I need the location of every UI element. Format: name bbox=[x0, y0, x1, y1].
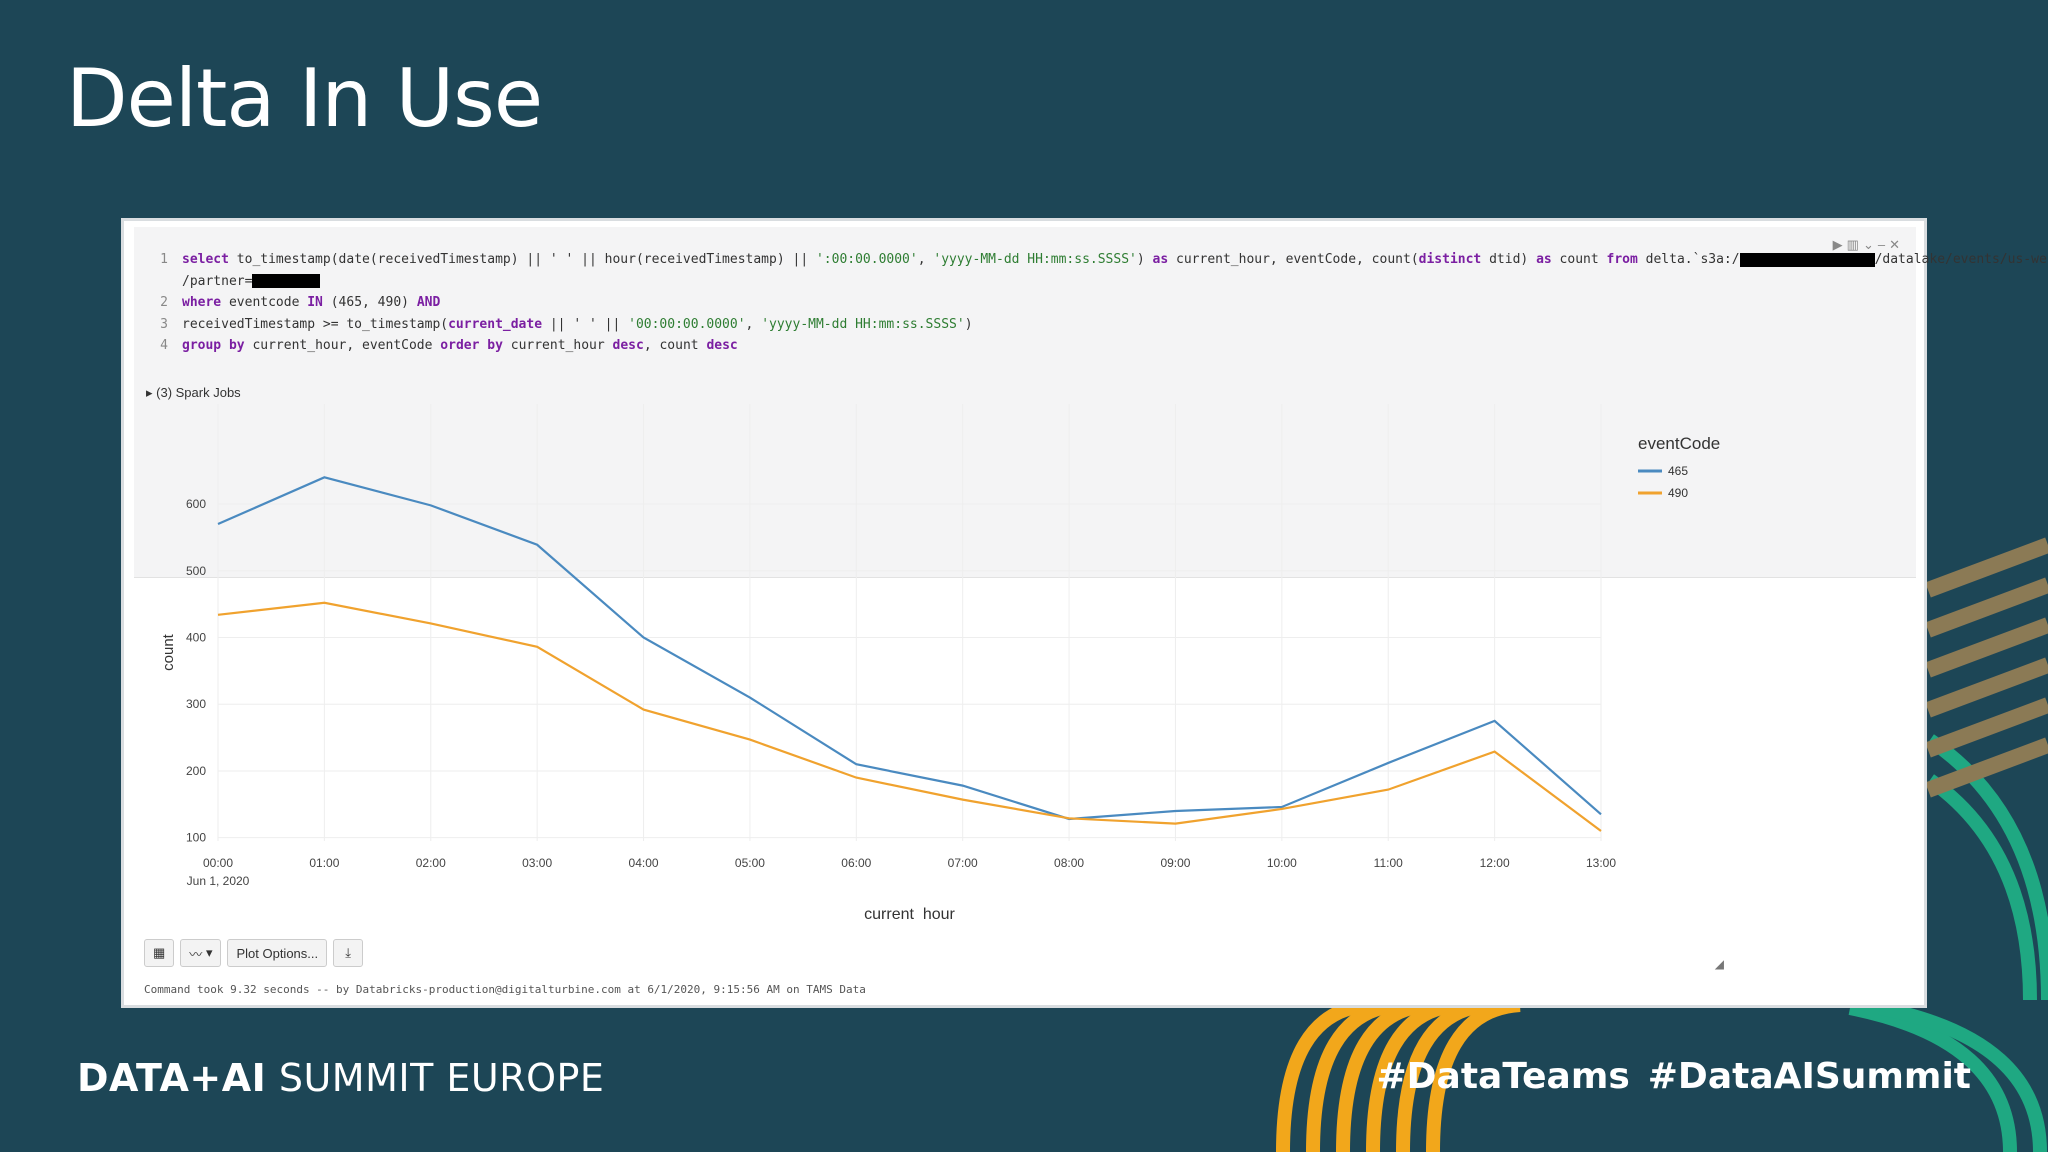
x-tick-label: 06:00 bbox=[841, 856, 871, 870]
legend-title: eventCode bbox=[1638, 434, 1720, 453]
x-tick-label: 02:00 bbox=[416, 856, 446, 870]
y-tick-label: 500 bbox=[186, 564, 206, 578]
line-chart-icon: 〰 bbox=[189, 946, 203, 962]
x-tick-sublabel: Jun 1, 2020 bbox=[187, 874, 250, 888]
series-line-490 bbox=[217, 601, 1602, 832]
summit-brand: DATA+AI SUMMIT EUROPE bbox=[77, 1056, 604, 1100]
spark-jobs-label: (3) Spark Jobs bbox=[156, 385, 241, 400]
spark-jobs-toggle[interactable]: ▸ (3) Spark Jobs bbox=[146, 385, 241, 400]
cell-controls: ▶▥⌄–✕ bbox=[1833, 237, 1904, 253]
x-tick-label: 05:00 bbox=[735, 856, 765, 870]
legend-label: 490 bbox=[1668, 486, 1688, 500]
series-line-465 bbox=[217, 476, 1602, 821]
plot-options-button[interactable]: Plot Options... bbox=[227, 939, 328, 967]
chevron-down-icon: ▾ bbox=[205, 945, 213, 960]
y-tick-label: 200 bbox=[186, 764, 206, 778]
x-tick-label: 10:00 bbox=[1267, 856, 1297, 870]
slide-title: Delta In Use bbox=[66, 52, 543, 145]
chevron-down-icon[interactable]: ⌄ bbox=[1862, 237, 1878, 252]
x-tick-label: 04:00 bbox=[629, 856, 659, 870]
line-chart: 100 200 300 400 500 600 00:00 01:00 02:00 03:00 04… bbox=[160, 404, 1720, 921]
x-tick-label: 09:00 bbox=[1160, 856, 1190, 870]
redacted-block bbox=[1739, 252, 1875, 267]
redacted-block bbox=[252, 274, 321, 288]
hashtags: #DataTeams #DataAISummit bbox=[1359, 1056, 1972, 1097]
y-tick-label: 300 bbox=[186, 697, 206, 711]
x-tick-label: 03:00 bbox=[522, 856, 552, 870]
x-tick-label: 01:00 bbox=[309, 856, 339, 870]
legend-label: 465 bbox=[1668, 464, 1688, 478]
minimize-icon[interactable]: – bbox=[1877, 237, 1890, 252]
command-status: Command took 9.32 seconds -- by Databric… bbox=[144, 983, 866, 996]
x-tick-label: 11:00 bbox=[1374, 856, 1403, 870]
download-icon: ⤓ bbox=[345, 945, 351, 960]
table-view-button[interactable]: ▦ bbox=[144, 939, 175, 967]
hashtag: #DataTeams bbox=[1376, 1056, 1630, 1097]
y-tick-label: 600 bbox=[186, 497, 206, 511]
x-axis-label: current_hour bbox=[864, 906, 955, 921]
x-tick-label: 13:00 bbox=[1586, 856, 1616, 870]
run-icon[interactable]: ▶ bbox=[1832, 237, 1847, 252]
y-axis-label: count bbox=[160, 633, 177, 671]
chart-type-button[interactable]: 〰 ▾ bbox=[180, 939, 222, 967]
x-tick-label: 08:00 bbox=[1054, 856, 1084, 870]
x-tick-label: 07:00 bbox=[948, 856, 978, 870]
x-tick-label: 00:00 bbox=[203, 856, 233, 870]
brand-bold: DATA+AI bbox=[77, 1056, 267, 1100]
notebook-cell: ▶▥⌄–✕ 1 select to_timestamp(date(received… bbox=[121, 218, 2048, 1008]
download-button[interactable]: ⤓ bbox=[333, 939, 364, 967]
result-toolbar: ▦ 〰 ▾ Plot Options... ⤓ bbox=[144, 939, 364, 967]
y-tick-label: 400 bbox=[186, 630, 206, 644]
hashtag: #DataAISummit bbox=[1647, 1056, 1971, 1097]
table-icon: ▦ bbox=[153, 945, 166, 960]
chart-icon[interactable]: ▥ bbox=[1846, 237, 1863, 252]
close-icon[interactable]: ✕ bbox=[1889, 237, 1904, 252]
resize-handle-icon[interactable]: ◢ bbox=[1714, 957, 1724, 971]
brand-rest: SUMMIT EUROPE bbox=[266, 1056, 605, 1100]
code-block: 1 select to_timestamp(date(receivedTimest… bbox=[160, 252, 2048, 353]
y-tick-label: 100 bbox=[186, 831, 206, 845]
x-tick-label: 12:00 bbox=[1480, 856, 1510, 870]
